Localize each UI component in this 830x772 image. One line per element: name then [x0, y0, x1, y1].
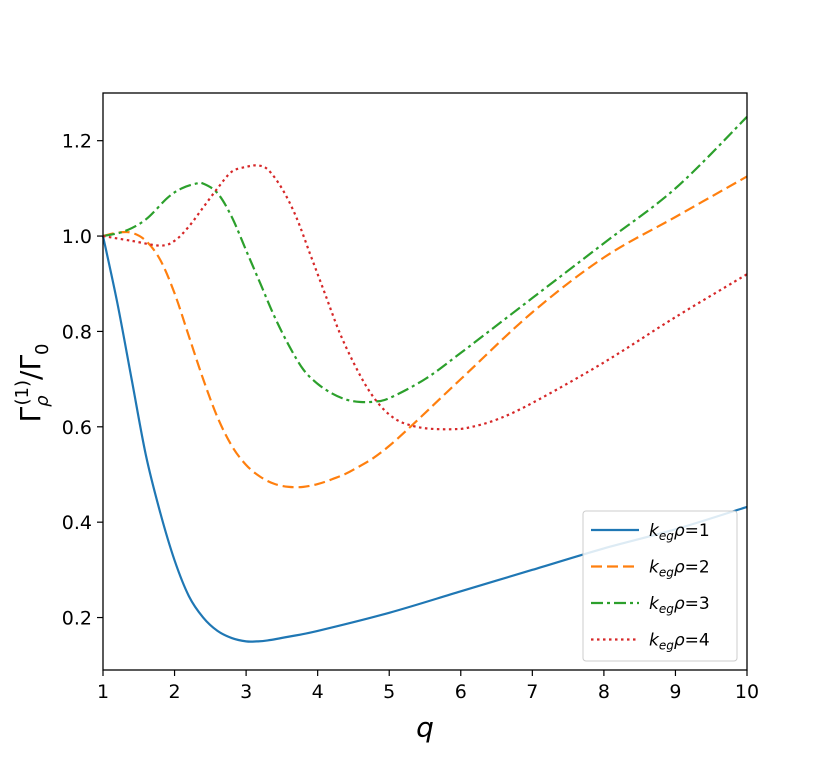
x-tick-label: 3	[240, 681, 252, 703]
y-axis-title-subscript-2: 0	[32, 343, 53, 354]
x-tick-label: 5	[383, 681, 395, 703]
y-tick-label: 0.8	[62, 321, 92, 343]
x-tick-label: 6	[455, 681, 467, 703]
x-tick-label: 8	[598, 681, 610, 703]
legend-box	[582, 510, 738, 662]
y-tick-label: 0.6	[62, 417, 92, 439]
x-tick-label: 1	[97, 681, 109, 703]
series-line-2	[102, 175, 748, 489]
series-lines	[101, 116, 748, 643]
x-axis-ticks: 1 2 3 4 5 6 7 8 9 10	[97, 670, 759, 703]
y-axis-ticks: 0.2 0.4 0.6 0.8 1.0 1.2	[62, 131, 103, 630]
series-line-4	[102, 164, 748, 431]
series-line-1	[101, 235, 748, 643]
x-tick-label: 9	[669, 681, 681, 703]
y-axis-title-base: Γ	[14, 407, 47, 423]
y-tick-label: 1.0	[62, 226, 92, 248]
legend-label-4: kegρ=4	[649, 631, 710, 653]
legend: kegρ=1 kegρ=2 kegρ=3 kegρ=4	[582, 510, 738, 662]
x-axis-title: q	[416, 711, 434, 744]
x-tick-label: 7	[526, 681, 538, 703]
y-axis-title-rest: /Γ	[14, 355, 47, 380]
legend-label-2: kegρ=2	[649, 558, 710, 580]
plot-area-frame	[102, 92, 748, 671]
legend-label-3: kegρ=3	[649, 594, 710, 616]
x-tick-label: 4	[312, 681, 324, 703]
y-axis-title-subscript: ρ	[32, 395, 53, 407]
y-tick-label: 0.4	[62, 512, 92, 534]
y-tick-label: 0.2	[62, 608, 92, 630]
x-tick-label: 2	[169, 681, 181, 703]
y-axis-title-superscript: (1)	[12, 380, 33, 406]
y-tick-label: 1.2	[62, 131, 92, 153]
series-line-3	[102, 116, 748, 404]
y-axis-title: Γρ(1)/Γ0	[12, 343, 53, 422]
legend-label-1: kegρ=1	[649, 521, 710, 543]
x-tick-label: 10	[735, 681, 759, 703]
